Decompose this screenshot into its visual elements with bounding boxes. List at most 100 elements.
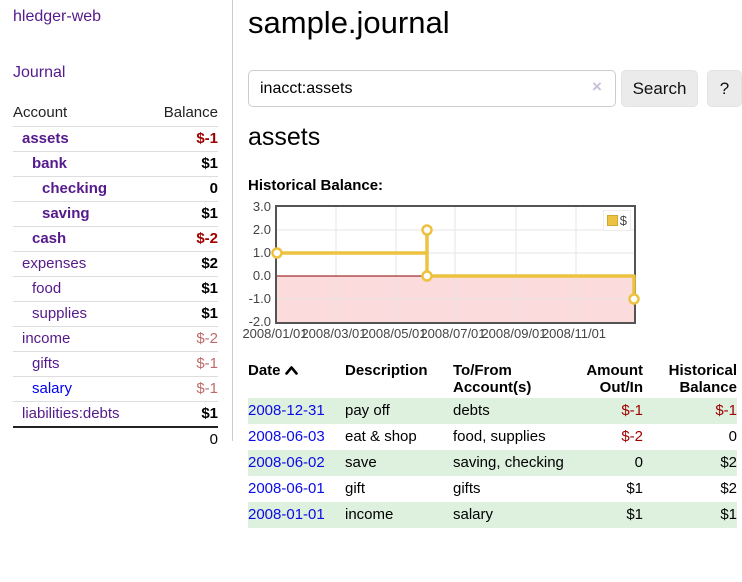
transaction-balance: 0 <box>728 428 737 445</box>
account-heading: assets <box>248 123 321 151</box>
transaction-amount: $1 <box>571 502 643 528</box>
account-link-cash[interactable]: cash <box>32 230 67 247</box>
transaction-balance: $1 <box>643 502 737 528</box>
account-link-bank[interactable]: bank <box>32 155 68 172</box>
legend-label: $ <box>619 213 627 228</box>
chart-legend: $ <box>602 210 631 231</box>
transaction-row: 2008-12-31 pay off debts $-1 $-1 <box>248 398 737 424</box>
account-row: liabilities:debts $1 <box>13 401 218 427</box>
account-row: checking 0 <box>13 176 218 202</box>
account-link-liabilities-debts[interactable]: liabilities:debts <box>22 405 120 422</box>
transaction-accounts: debts <box>453 398 571 424</box>
accounts-header-row: Account Balance <box>13 100 218 127</box>
search-button[interactable]: Search <box>621 70 698 107</box>
transaction-date-link[interactable]: 2008-12-31 <box>248 402 325 419</box>
historical-balance-chart: 3.0 2.0 1.0 0.0 -1.0 -2.0 <box>249 200 640 329</box>
x-tick: 2008/03/01 <box>301 326 367 341</box>
account-row: expenses $2 <box>13 251 218 277</box>
transaction-date-link[interactable]: 2008-06-02 <box>248 454 325 471</box>
account-row: food $1 <box>13 276 218 302</box>
legend-swatch-icon <box>606 215 618 226</box>
transaction-row: 2008-06-02 save saving, checking 0 $2 <box>248 450 737 476</box>
account-row: salary $-1 <box>13 376 218 402</box>
chart-title: Historical Balance: <box>248 177 384 194</box>
account-link-saving[interactable]: saving <box>42 205 90 222</box>
transaction-accounts: food, supplies <box>453 428 546 445</box>
date-header-label: Date <box>248 362 281 379</box>
account-link-salary[interactable]: salary <box>32 380 73 397</box>
column-header-accounts: To/From Account(s) <box>453 362 532 396</box>
transaction-date-link[interactable]: 2008-06-01 <box>248 480 325 497</box>
transaction-amount: $1 <box>626 480 643 497</box>
column-header-balance: Historical Balance <box>668 362 737 396</box>
account-balance: $-1 <box>148 126 218 152</box>
accounts-table: Account Balance assets $-1 bank $1 check… <box>13 100 218 452</box>
transaction-description: pay off <box>345 398 453 424</box>
transaction-row: 2008-06-01 gift gifts $1 $2 <box>248 476 737 502</box>
transaction-accounts: gifts <box>453 480 481 497</box>
transaction-row: 2008-01-01 income salary $1 $1 <box>248 502 737 528</box>
x-tick: 2008/07/01 <box>420 326 486 341</box>
x-tick: 2008/09/01 <box>481 326 547 341</box>
y-tick: 3.0 <box>252 199 271 214</box>
data-point-markers <box>271 224 640 305</box>
account-balance: $-2 <box>148 326 218 352</box>
account-balance: $-1 <box>148 376 218 402</box>
transaction-balance: $2 <box>720 480 737 497</box>
account-link-assets[interactable]: assets <box>22 130 69 147</box>
account-row: income $-2 <box>13 326 218 352</box>
y-tick: 0.0 <box>252 268 271 283</box>
column-header-date[interactable]: Date <box>248 360 345 398</box>
x-tick: 2008/05/01 <box>361 326 427 341</box>
clear-search-icon[interactable]: × <box>592 77 602 96</box>
y-tick: -2.0 <box>248 314 271 329</box>
account-link-income[interactable]: income <box>22 330 71 347</box>
transaction-date-link[interactable]: 2008-06-03 <box>248 428 325 445</box>
account-balance: $1 <box>148 201 218 227</box>
transaction-description: eat & shop <box>345 428 417 445</box>
transaction-description: income <box>345 502 453 528</box>
transaction-amount: 0 <box>571 450 643 476</box>
account-link-expenses[interactable]: expenses <box>22 255 87 272</box>
transaction-accounts: saving, checking <box>453 450 571 476</box>
transaction-accounts: salary <box>453 502 571 528</box>
account-balance: 0 <box>148 176 218 202</box>
transaction-description: gift <box>345 480 366 497</box>
account-balance: $1 <box>148 301 218 327</box>
help-button[interactable]: ? <box>707 70 742 107</box>
transaction-row: 2008-06-03 eat & shop food, supplies $-2… <box>248 424 737 450</box>
account-link-food[interactable]: food <box>32 280 62 297</box>
brand-link[interactable]: hledger-web <box>13 8 102 25</box>
account-row: saving $1 <box>13 201 218 227</box>
sidebar-item-journal[interactable]: Journal <box>13 64 66 81</box>
x-tick: 2008/01/01 <box>242 326 308 341</box>
transaction-balance: $-1 <box>715 402 737 419</box>
accounts-total-row: 0 <box>13 426 218 452</box>
account-row: assets $-1 <box>13 126 218 152</box>
column-header-description: Description <box>345 362 428 379</box>
transaction-amount: $-2 <box>621 428 643 445</box>
account-balance: $-2 <box>148 226 218 252</box>
account-link-supplies[interactable]: supplies <box>32 305 88 322</box>
account-link-gifts[interactable]: gifts <box>32 355 60 372</box>
account-link-checking[interactable]: checking <box>42 180 108 197</box>
account-balance: $1 <box>148 401 218 427</box>
account-balance: $2 <box>148 251 218 277</box>
x-axis-labels: 2008/01/01 2008/03/01 2008/05/01 2008/07… <box>242 326 705 342</box>
page-title: sample.journal <box>248 5 450 40</box>
account-row: supplies $1 <box>13 301 218 327</box>
transaction-description: save <box>345 450 453 476</box>
accounts-total-value: 0 <box>148 426 218 452</box>
register-table: Date Description To/From Account(s) Amou… <box>248 360 737 528</box>
sidebar: hledger-web Journal Account Balance asse… <box>0 0 233 452</box>
register-header-row: Date Description To/From Account(s) Amou… <box>248 360 737 398</box>
account-row: cash $-2 <box>13 226 218 252</box>
chart-plot-area <box>271 207 640 322</box>
transaction-date-link[interactable]: 2008-01-01 <box>248 506 325 523</box>
y-tick: -1.0 <box>248 291 271 306</box>
transaction-amount: $-1 <box>621 402 643 419</box>
search-input[interactable] <box>248 70 616 107</box>
sort-ascending-icon <box>284 362 298 379</box>
account-row: bank $1 <box>13 151 218 177</box>
